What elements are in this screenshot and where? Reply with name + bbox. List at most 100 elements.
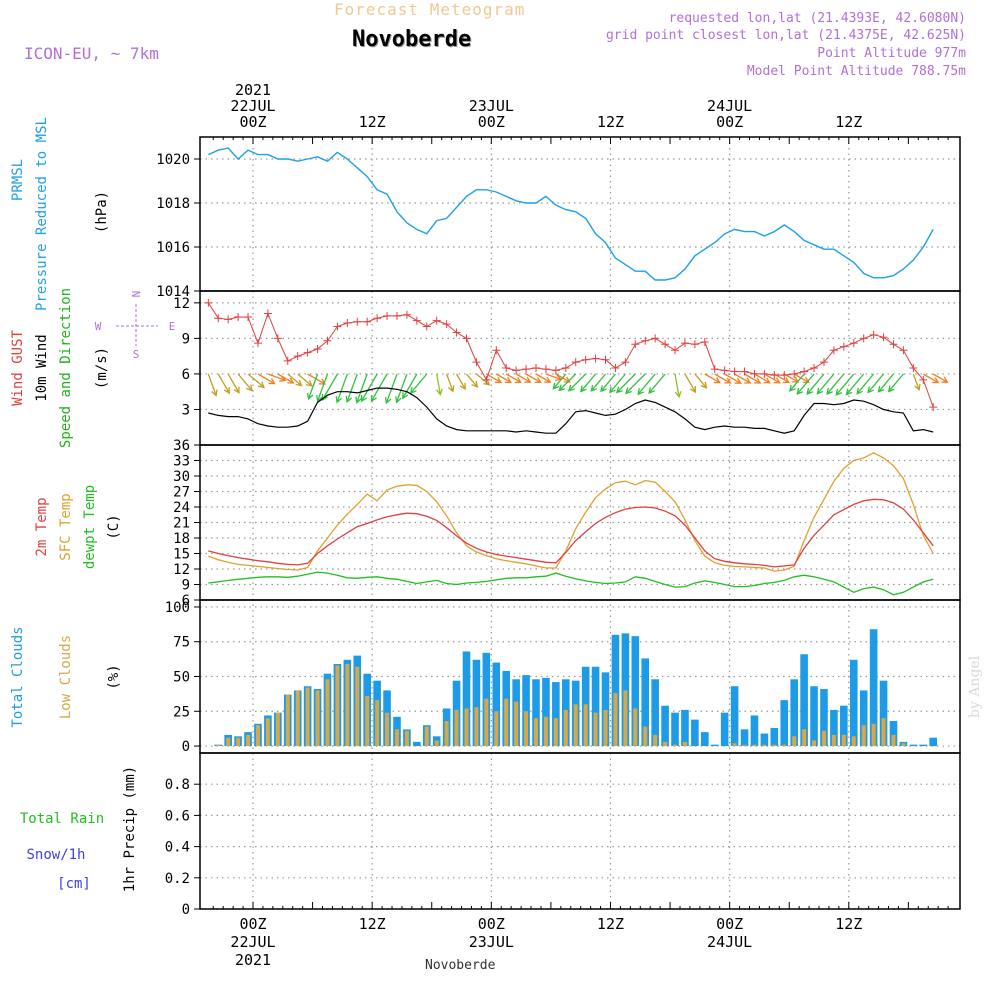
wind-direction-arrow [297,373,313,387]
gust-point [343,318,352,327]
total-cloud-bar [522,675,530,747]
wind-direction-arrow [912,373,920,391]
low-cloud-bar [255,725,260,747]
wind-direction-arrow [356,373,368,403]
total-cloud-bar [889,721,898,747]
ytick-label: 15 [173,547,190,563]
wind-direction-arrow [317,373,329,402]
wind-arrow-head [789,384,796,392]
low-cloud-bar [424,726,429,747]
ytick-label: 0.6 [165,808,190,824]
total-cloud-bar [631,636,640,747]
low-cloud-bar [474,707,479,747]
total-cloud-bar [621,633,630,747]
low-cloud-bar [434,740,439,747]
gust-point [780,371,789,380]
low-cloud-bar [295,690,300,747]
wind-direction-arrow [793,373,810,383]
wind-direction-arrow [816,373,835,395]
gust-point [710,365,719,374]
wind-direction-arrow [580,373,597,392]
total-cloud-bar [929,737,938,747]
low-cloud-bar [226,737,231,747]
wind-speed-series-line [208,387,934,434]
ytick-label: 50 [173,670,190,686]
gust-point [740,367,749,376]
gust-point [899,346,908,355]
ytick-label: 30 [173,469,190,485]
low-cloud-bar [553,718,558,747]
low-cloud-bar [812,740,817,747]
wind-direction-arrow [845,373,865,395]
wind-arrow-head [734,377,742,384]
gust-point [472,358,481,367]
wind-direction-arrow [545,373,562,381]
gust-point [800,367,809,376]
wind-arrow-head [744,377,752,384]
low-cloud-bar [821,730,826,747]
gust-point [810,364,819,372]
gust-point [730,367,739,376]
total-cloud-bar [552,682,560,747]
wind-gust-label: Wind GUST [10,330,26,406]
ytick-label: 0 [182,739,190,755]
total-cloud-bar [909,744,918,747]
ytick-label: 1014 [156,284,190,300]
low-cloud-bar [742,744,747,747]
low-cloud-bar [345,663,350,747]
low-cloud-bar [901,743,906,747]
wind-arrow-head [609,386,616,394]
wind-arrow-head [782,376,791,384]
wind-arrow-head [447,385,455,393]
wind-arrow-head [558,384,566,392]
wind-direction-arrow [207,373,217,396]
gust-point [720,366,729,375]
ytick-label: 0.8 [165,777,190,793]
wind-arrow-head [318,378,327,385]
gust-point [819,358,828,367]
total-cloud-bar [859,690,868,747]
low-cloud-bar [385,712,390,747]
wind-direction-arrow [878,373,894,393]
ytick-label: 12 [173,296,190,312]
gust-point [581,355,590,364]
t2m-label: 2m Temp [34,497,50,556]
ytick-label: 1020 [156,152,190,168]
wind-arrow-head [856,387,863,395]
wind-arrow-head [345,395,353,404]
low-cloud-bar [831,734,836,747]
wind-direction-arrow [590,373,607,392]
prmsl-label: PRMSL [10,159,26,201]
gust-point [353,317,362,326]
gust-point [829,346,838,355]
wind-arrow-head [763,377,771,384]
wind-direction-arrow [754,373,771,384]
gust-series-line [207,302,934,408]
wind-arrow-head [355,396,362,404]
ytick-label: 9 [182,578,190,594]
wind-arrow-head [459,382,466,391]
low-cloud-bar [732,743,737,747]
wind-direction-arrow [396,373,408,403]
wind-direction-arrow [789,373,805,392]
wind-direction-arrow [227,373,240,394]
temp-unit-label: (C) [106,514,122,539]
bottom-time-label: 00Z [239,915,266,933]
wind-arrow-head [754,377,762,384]
total-cloud-bar [681,709,689,747]
low-cloud-bar [841,734,846,747]
total-rain-label: Total Rain [20,811,104,827]
total-cloud-bar [820,689,828,747]
wind-arrow-head [914,383,921,392]
wind-direction-arrow [932,373,948,383]
wind-direction-arrow [360,373,378,402]
wind-arrow-head [615,386,623,394]
total-cloud-bar [750,715,759,747]
total-cloud-bar [611,634,620,747]
wind-direction-arrow [616,373,636,393]
low-cloud-bar [851,736,856,747]
low-cloud-bar [861,725,866,747]
wind-direction-arrow [505,373,522,383]
wind-direction-arrow [237,373,253,391]
